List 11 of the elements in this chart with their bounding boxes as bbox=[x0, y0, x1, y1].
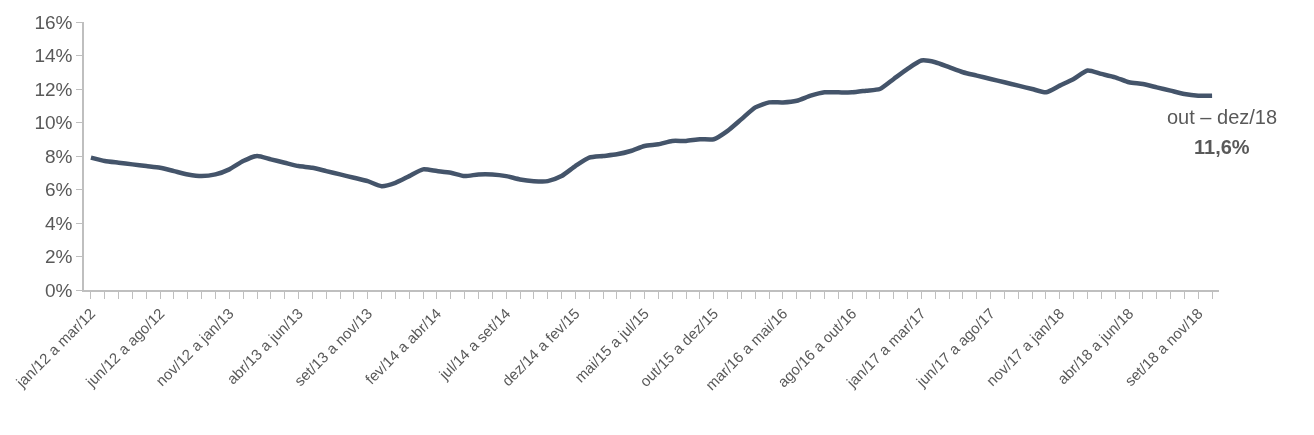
y-tick-label: 4% bbox=[44, 212, 73, 234]
y-tick-label: 16% bbox=[34, 11, 73, 33]
y-tick-label: 6% bbox=[44, 179, 73, 201]
annotation: out – dez/18 bbox=[1167, 106, 1278, 128]
y-tick-label: 10% bbox=[34, 112, 73, 134]
y-tick-label: 2% bbox=[44, 246, 73, 268]
y-tick-label: 0% bbox=[44, 279, 73, 301]
annotation: 11,6% bbox=[1194, 136, 1250, 158]
y-tick-label: 12% bbox=[34, 78, 73, 100]
y-tick-label: 8% bbox=[44, 145, 73, 167]
y-tick-label: 14% bbox=[34, 45, 73, 67]
